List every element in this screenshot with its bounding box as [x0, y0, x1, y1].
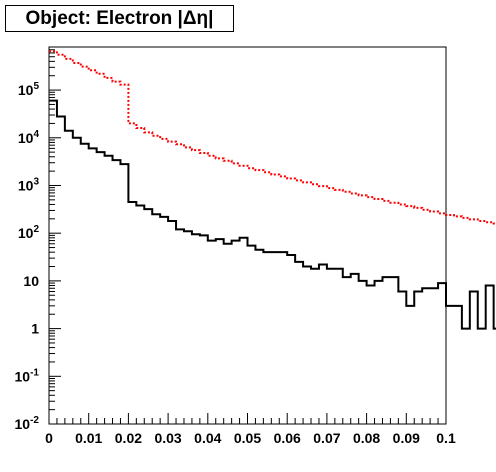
x-tick-label: 0.03 — [154, 430, 181, 446]
x-tick-label: 0.04 — [194, 430, 221, 446]
x-tick-label: 0.1 — [436, 430, 456, 446]
x-tick-label: 0.06 — [274, 430, 301, 446]
axis-ticks — [48, 46, 447, 425]
chart-title: Object: Electron |Δη| — [5, 5, 234, 32]
y-tick-label: 10 — [23, 273, 39, 289]
y-tick-label: 10-1 — [15, 367, 40, 384]
y-tick-label: 102 — [18, 224, 40, 241]
histogram-series-2 — [49, 99, 496, 330]
y-tick-label: 105 — [18, 81, 40, 98]
x-tick-label: 0.05 — [234, 430, 261, 446]
y-tick-label: 103 — [18, 176, 40, 193]
tick-labels: 0 0.01 0.02 0.03 0.04 0.05 0.06 0.07 0.08 0.09 0.1… — [15, 81, 456, 446]
x-tick-label: 0 — [45, 430, 53, 446]
plot-frame — [48, 46, 447, 425]
x-tick-label: 0.02 — [115, 430, 142, 446]
histogram-series-1 — [49, 50, 496, 225]
x-tick-label: 0.01 — [75, 430, 102, 446]
y-tick-label: 1 — [31, 321, 39, 337]
x-tick-label: 0.07 — [313, 430, 340, 446]
series-layer — [49, 50, 496, 330]
x-tick-label: 0.09 — [393, 430, 420, 446]
y-tick-label: 10-2 — [15, 415, 40, 432]
y-tick-label: 104 — [18, 129, 40, 146]
x-tick-label: 0.08 — [353, 430, 380, 446]
